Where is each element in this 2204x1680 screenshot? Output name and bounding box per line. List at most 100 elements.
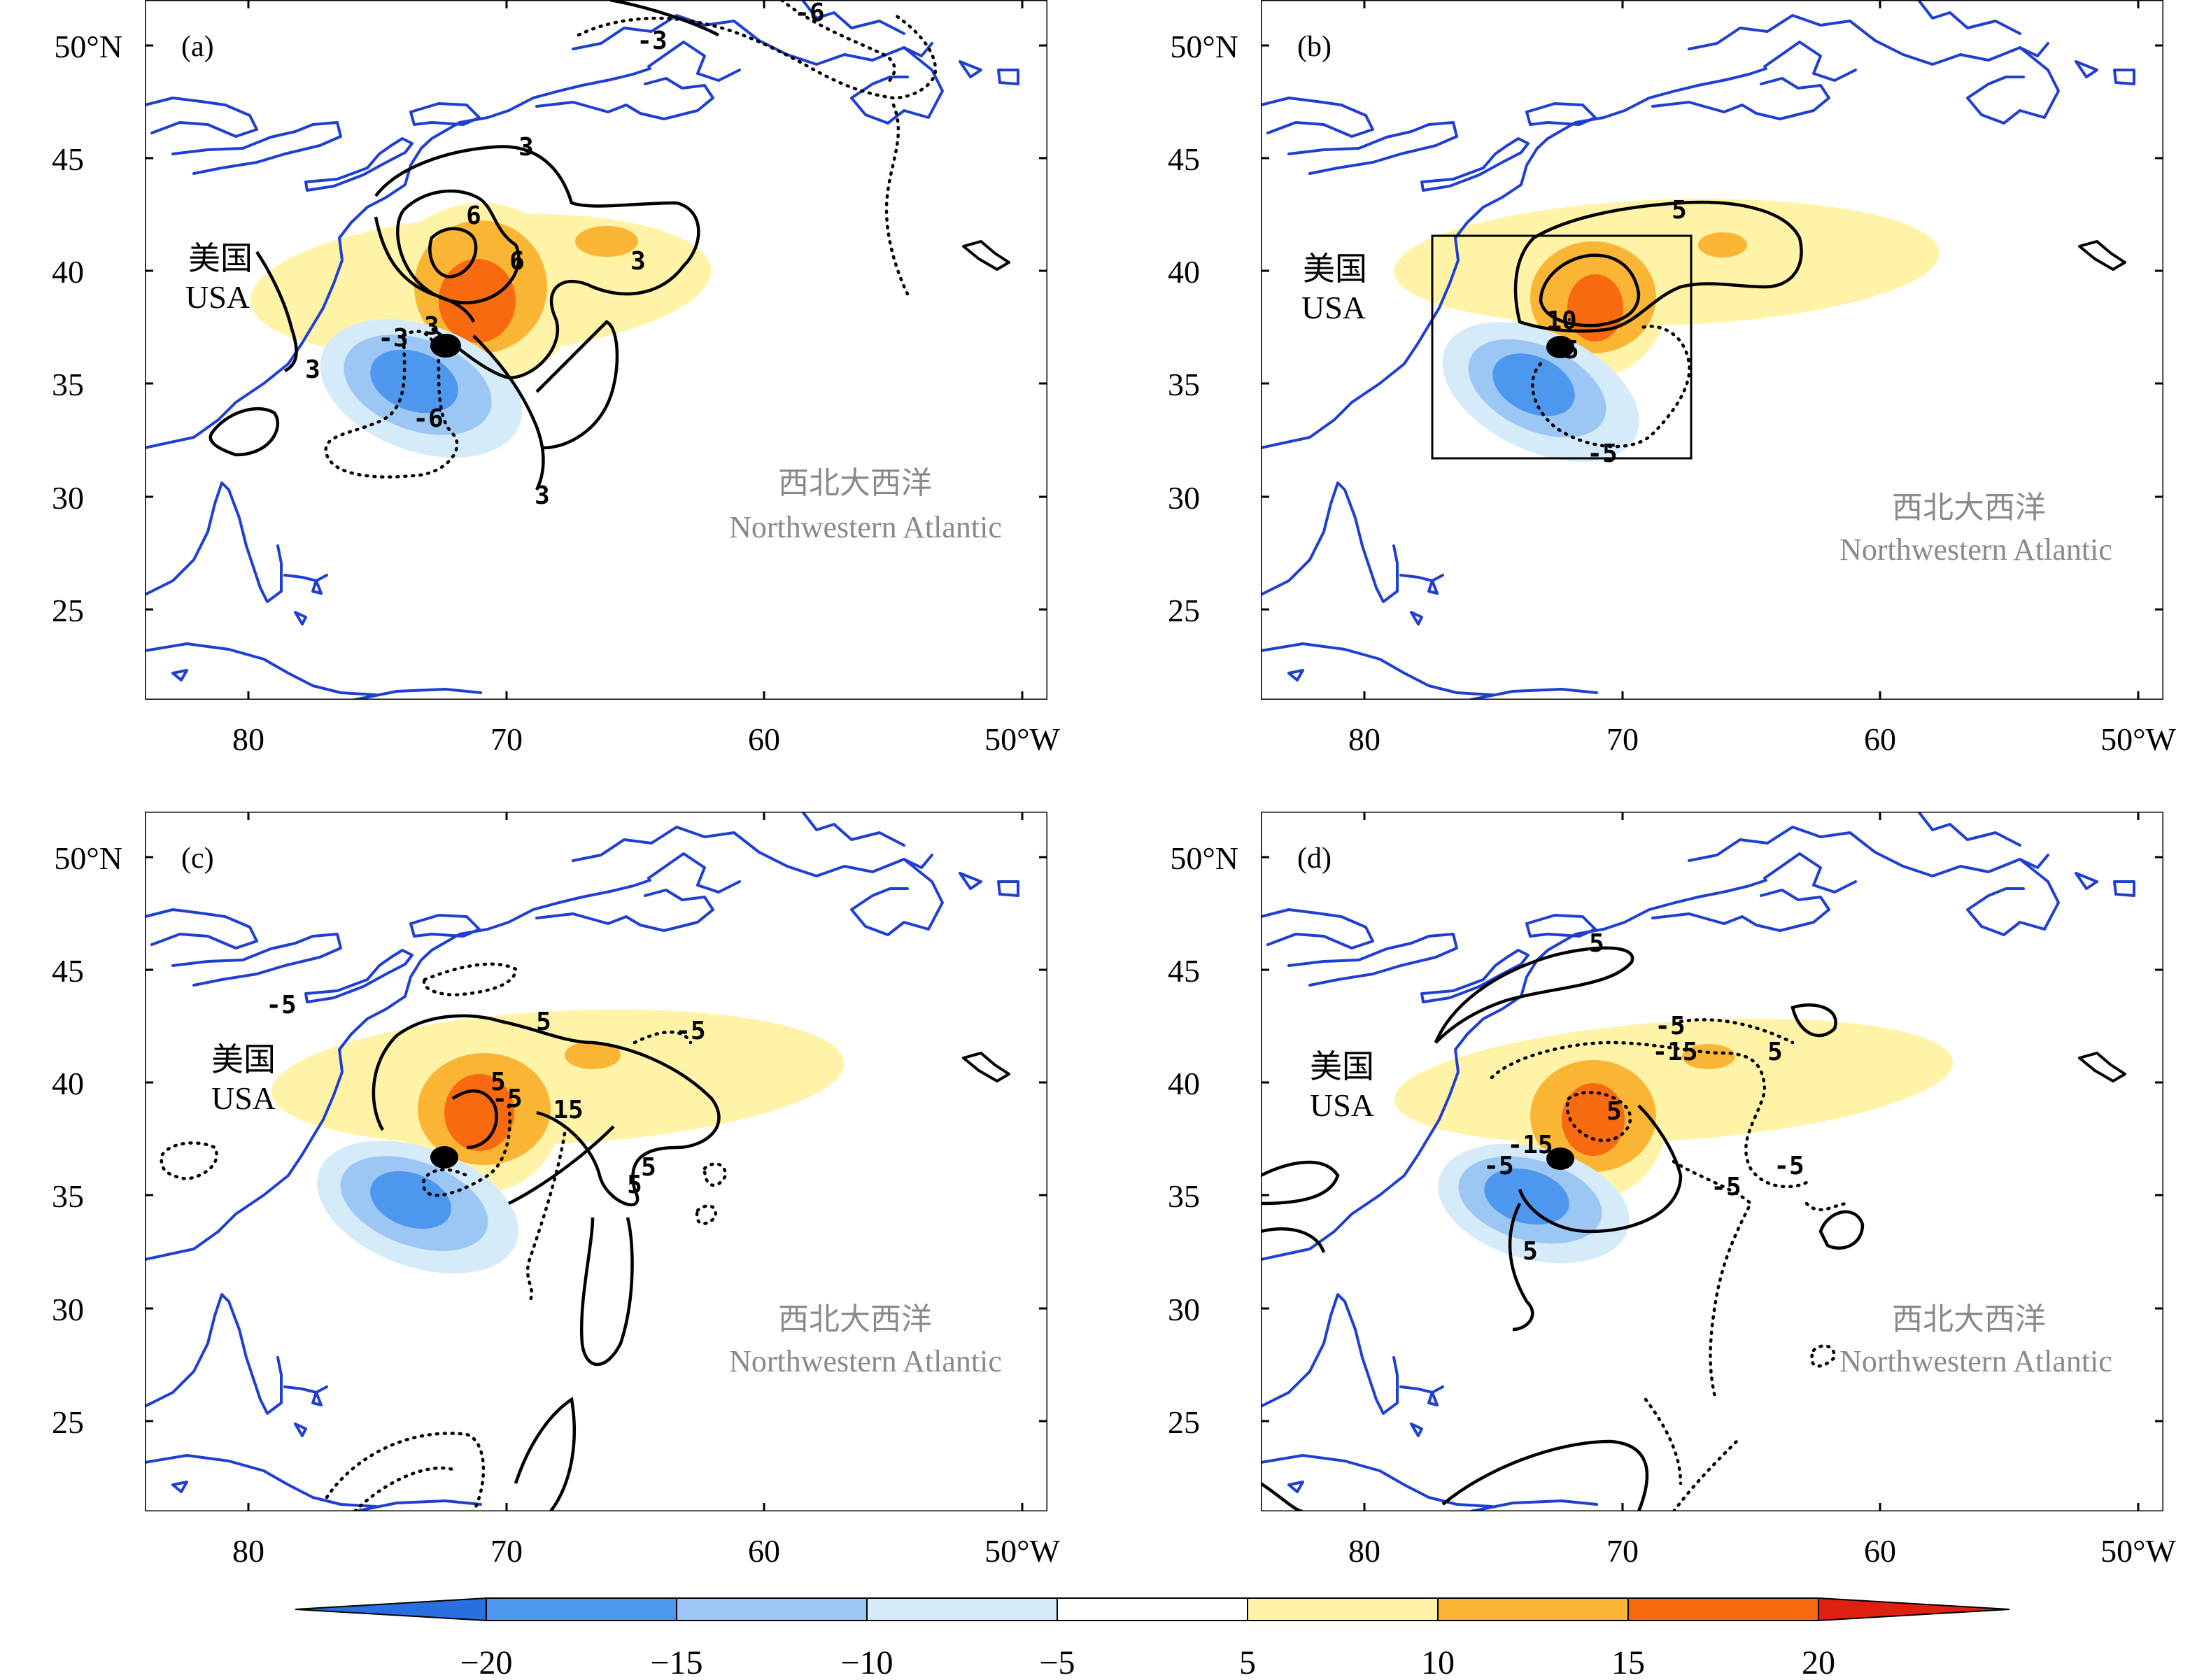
contour-5 (1261, 1227, 1326, 1253)
ocean-label-en: Northwestern Atlantic (1839, 532, 2112, 567)
country-label-cn: 美国 (188, 241, 253, 276)
contour-label: 5 (641, 1153, 656, 1182)
shade-neg15 (370, 1171, 451, 1229)
ocean-label-cn: 西北大西洋 (1892, 1302, 2046, 1336)
ocean-label-cn: 西北大西洋 (778, 466, 932, 500)
colorbar-swatch (486, 1597, 677, 1621)
cyclone-center-marker (1546, 336, 1574, 358)
colorbar-tick-label: 5 (1239, 1644, 1256, 1680)
colorbar-arrow-right (1818, 1597, 2010, 1622)
shade-pos10 (575, 226, 638, 257)
x-tick-label: 60 (1864, 1533, 1896, 1569)
country-label-cn: 美国 (211, 1042, 276, 1078)
contour-neg5 (695, 1204, 718, 1225)
x-tick-label: 50°W (2100, 721, 2176, 757)
contour-neg5 (1672, 1159, 1753, 1402)
contour-5 (507, 1125, 615, 1206)
colorbar-tick-label: −20 (460, 1644, 512, 1680)
colorbar-tick-label: −10 (840, 1644, 893, 1680)
panel-c-axes: 50°N 45 40 35 30 25 80 70 60 50°W (52, 840, 1060, 1569)
ocean-label-cn: 西北大西洋 (1892, 490, 2046, 525)
y-tick-label: 45 (1168, 141, 1200, 177)
shade-pos10 (1682, 1044, 1735, 1069)
shade-pos10 (1698, 232, 1747, 257)
country-label-cn: 美国 (1310, 1049, 1374, 1085)
contour-neg5 (633, 1030, 693, 1045)
panel-d-axes: 50°N 45 40 35 30 25 80 70 60 50°W (1168, 840, 2176, 1569)
contour-label: -3 (378, 324, 408, 353)
y-tick-label: 40 (1168, 254, 1200, 290)
contour-5 (1441, 1439, 1649, 1511)
y-tick-label: 40 (1168, 1066, 1200, 1101)
contour-label: 3 (424, 312, 439, 341)
contour-label: -6 (413, 404, 443, 433)
panel-label: (c) (181, 842, 214, 875)
colorbar-tick-label: 10 (1421, 1644, 1455, 1680)
shading-negative (320, 319, 523, 458)
x-tick-label: 60 (1864, 721, 1896, 757)
ocean-label-cn: 西北大西洋 (778, 1302, 932, 1336)
contour-label: 3 (535, 481, 550, 510)
contour-label: -15 (1507, 1131, 1553, 1159)
contour-neg5 (325, 1432, 486, 1511)
y-tick-label: 45 (1168, 953, 1200, 989)
country-label-en: USA (185, 279, 250, 315)
contour-neg6 (884, 103, 910, 296)
panel-b-axes: 50°N 45 40 35 30 25 80 70 60 50°W (1168, 29, 2176, 757)
x-tick-label: 80 (1348, 721, 1380, 757)
shade-pos15 (1562, 1083, 1625, 1156)
panel-a: -6 -3 3 6 6 3 3 -3 3 -6 3 (a) 美国 USA 西北大… (145, 0, 1047, 700)
contour-label: 3 (305, 355, 320, 384)
country-label-cn: 美国 (1303, 251, 1367, 287)
x-tick-label: 80 (232, 721, 264, 757)
cyclone-center-marker (430, 1146, 458, 1169)
contour-6 (428, 227, 478, 278)
contour-5 (1790, 1003, 1837, 1038)
colorbar-swatch (1627, 1597, 1819, 1621)
shade-pos10 (565, 1041, 621, 1069)
contour-3 (609, 0, 720, 37)
shading-negative (317, 1141, 518, 1273)
shading-positive (250, 203, 712, 385)
shading-positive (1394, 1018, 1954, 1200)
colorbar: −20 −15 −10 −5 5 10 15 20 (295, 1597, 2010, 1680)
x-tick-label: 50°W (2100, 1533, 2176, 1569)
contour-label: -5 (1774, 1152, 1804, 1180)
x-tick-label: 80 (232, 1533, 264, 1569)
contour-label: 5 (1589, 929, 1604, 958)
x-tick-label: 70 (490, 721, 523, 757)
contour-neg15 (1565, 1091, 1632, 1143)
x-tick-label: 70 (490, 1533, 523, 1569)
panel-d: 5 -5 -15 5 -15 -5 5 -5 -5 5 (d) 美国 USA 西… (1261, 812, 2163, 1511)
contour-label: 5 (1767, 1038, 1783, 1066)
panel-a-axes: 50°N 45 40 35 30 25 80 70 60 50°W (52, 29, 1060, 757)
contour-neg3 (577, 12, 938, 100)
y-tick-label: 25 (1168, 1404, 1200, 1440)
contour-neg5 (525, 1131, 567, 1304)
y-tick-label: 35 (52, 1178, 84, 1214)
cyclone-center-marker (1546, 1148, 1574, 1170)
colorbar-tick-label: 15 (1611, 1644, 1645, 1680)
y-tick-label: 35 (52, 367, 84, 402)
y-tick-label: 25 (52, 1404, 84, 1440)
y-tick-label: 30 (1168, 1292, 1200, 1327)
panel-label: (a) (181, 31, 214, 63)
x-tick-label: 70 (1606, 721, 1639, 757)
contour-5 (1261, 1482, 1304, 1511)
ocean-label-en: Northwestern Atlantic (729, 510, 1002, 544)
shading-negative (1438, 1143, 1630, 1264)
contour-label: 5 (1523, 1237, 1538, 1266)
contour-label: -6 (794, 0, 824, 27)
colorbar-tick-label: −15 (650, 1644, 702, 1680)
contour-label: 10 (1546, 306, 1576, 335)
contour-3 (374, 216, 476, 323)
contour-label: -5 (266, 991, 296, 1019)
contour-label: -15 (1652, 1038, 1697, 1066)
contour-neg5 (421, 1103, 511, 1197)
contour-5 (1518, 1104, 1683, 1234)
contour-3 (472, 334, 545, 491)
colorbar-tick-label: −5 (1039, 1644, 1075, 1680)
panel-label: (b) (1297, 31, 1331, 63)
contour-neg5 (1672, 1439, 1739, 1511)
